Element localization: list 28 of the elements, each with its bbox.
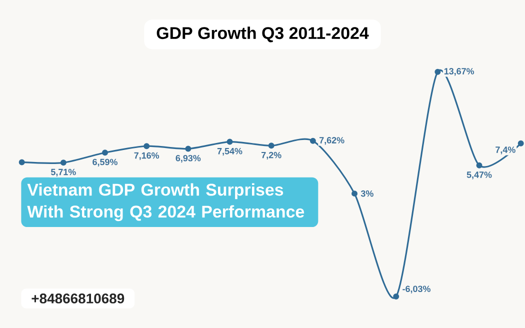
point	[434, 68, 441, 75]
data-label: 7,54%	[217, 148, 242, 156]
data-label: 5,71%	[50, 168, 76, 176]
annotation: +84866810689	[32, 294, 124, 304]
point	[518, 140, 524, 146]
data-label: 13,67%	[444, 68, 474, 76]
data-label: 3%	[360, 190, 374, 197]
point	[310, 138, 316, 144]
point	[226, 138, 233, 145]
point	[18, 159, 25, 166]
point	[144, 143, 150, 150]
data-label: 6,93%	[176, 154, 201, 163]
point	[352, 190, 358, 197]
data-label: 7,2%	[262, 152, 282, 160]
chart-title: GDP Growth Q3 2011-2024	[156, 26, 369, 42]
point	[102, 150, 108, 156]
text: Vietnam GDP Growth Surprises With Strong Q3 2024 Performance	[27, 183, 304, 222]
data-label: 5,47%	[466, 172, 492, 180]
data-label: 7,16%	[134, 152, 160, 160]
point	[476, 162, 482, 168]
data-label: -6,03%	[402, 286, 430, 294]
point	[185, 146, 192, 152]
point	[393, 294, 400, 300]
data-label: 7,4%	[496, 146, 516, 154]
point	[60, 160, 66, 166]
data-label: 7,62%	[320, 137, 344, 145]
data-label: 6,59%	[92, 158, 118, 166]
point	[268, 142, 274, 149]
